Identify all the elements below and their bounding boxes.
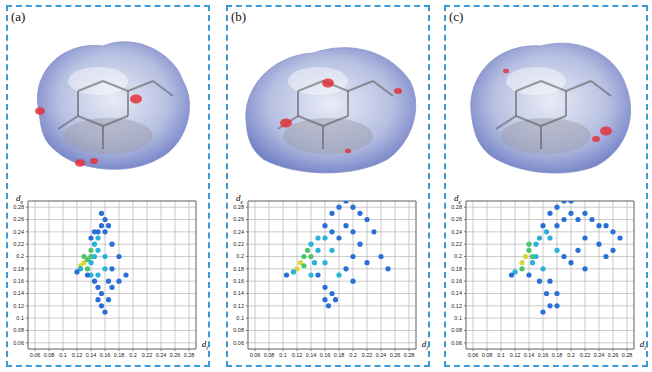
svg-text:0.14: 0.14 [13, 290, 24, 296]
svg-text:0.06: 0.06 [30, 352, 41, 358]
html-text:(b): (b) [231, 9, 247, 24]
svg-text:0.18: 0.18 [13, 266, 24, 272]
svg-text:0.28: 0.28 [451, 204, 462, 210]
svg-text:0.14: 0.14 [306, 352, 317, 358]
svg-text:0.12: 0.12 [510, 352, 521, 358]
svg-text:0.06: 0.06 [468, 352, 479, 358]
html-text:(a): (a) [11, 9, 26, 24]
svg-text:0.06: 0.06 [451, 340, 462, 346]
svg-text:0.22: 0.22 [233, 241, 244, 247]
svg-text:0.14: 0.14 [451, 290, 462, 296]
svg-text:0.2: 0.2 [567, 352, 575, 358]
html-text:di: di [201, 339, 208, 351]
svg-text:0.1: 0.1 [236, 315, 244, 321]
svg-text:0.12: 0.12 [13, 303, 24, 309]
svg-text:0.06: 0.06 [233, 340, 244, 346]
svg-text:0.22: 0.22 [451, 241, 462, 247]
svg-text:0.2: 0.2 [16, 253, 24, 259]
svg-text:0.26: 0.26 [390, 352, 401, 358]
svg-text:0.08: 0.08 [482, 352, 493, 358]
svg-text:0.1: 0.1 [497, 352, 505, 358]
svg-text:0.28: 0.28 [404, 352, 415, 358]
svg-text:0.16: 0.16 [13, 278, 24, 284]
svg-text:0.28: 0.28 [233, 204, 244, 210]
svg-text:0.26: 0.26 [13, 216, 24, 222]
html-text:di: di [639, 339, 646, 351]
html-text:de: de [16, 193, 24, 205]
svg-text:0.18: 0.18 [451, 266, 462, 272]
svg-text:0.16: 0.16 [320, 352, 331, 358]
svg-text:0.18: 0.18 [552, 352, 563, 358]
svg-text:0.28: 0.28 [184, 352, 195, 358]
svg-text:0.26: 0.26 [170, 352, 181, 358]
svg-text:0.24: 0.24 [451, 229, 462, 235]
svg-text:0.08: 0.08 [13, 327, 24, 333]
svg-text:0.12: 0.12 [292, 352, 303, 358]
svg-text:0.18: 0.18 [233, 266, 244, 272]
svg-text:0.2: 0.2 [236, 253, 244, 259]
svg-text:0.1: 0.1 [279, 352, 287, 358]
html-text:de: de [236, 193, 244, 205]
svg-text:0.22: 0.22 [13, 241, 24, 247]
svg-text:0.16: 0.16 [538, 352, 549, 358]
svg-text:0.1: 0.1 [454, 315, 462, 321]
svg-text:0.1: 0.1 [59, 352, 67, 358]
html-text:de: de [454, 193, 462, 205]
svg-text:0.14: 0.14 [86, 352, 97, 358]
svg-text:0.24: 0.24 [376, 352, 387, 358]
svg-text:0.16: 0.16 [451, 278, 462, 284]
html-text:di: di [421, 339, 428, 351]
svg-text:0.12: 0.12 [451, 303, 462, 309]
svg-text:0.24: 0.24 [233, 229, 244, 235]
svg-text:0.2: 0.2 [349, 352, 357, 358]
html-text:(c): (c) [449, 9, 464, 24]
svg-text:0.22: 0.22 [362, 352, 373, 358]
svg-text:0.06: 0.06 [13, 340, 24, 346]
svg-text:0.16: 0.16 [233, 278, 244, 284]
svg-text:0.14: 0.14 [524, 352, 535, 358]
svg-text:0.2: 0.2 [454, 253, 462, 259]
svg-text:0.24: 0.24 [594, 352, 605, 358]
svg-text:0.18: 0.18 [334, 352, 345, 358]
svg-text:0.08: 0.08 [44, 352, 55, 358]
svg-text:0.08: 0.08 [264, 352, 275, 358]
svg-text:0.28: 0.28 [622, 352, 633, 358]
svg-text:0.08: 0.08 [233, 327, 244, 333]
svg-text:0.2: 0.2 [129, 352, 137, 358]
svg-text:0.24: 0.24 [13, 229, 24, 235]
svg-text:0.08: 0.08 [451, 327, 462, 333]
svg-text:0.26: 0.26 [233, 216, 244, 222]
svg-text:0.22: 0.22 [580, 352, 591, 358]
svg-text:0.26: 0.26 [451, 216, 462, 222]
svg-text:0.22: 0.22 [142, 352, 153, 358]
svg-text:0.1: 0.1 [16, 315, 24, 321]
svg-text:0.14: 0.14 [233, 290, 244, 296]
svg-text:0.26: 0.26 [608, 352, 619, 358]
svg-text:0.12: 0.12 [233, 303, 244, 309]
svg-text:0.24: 0.24 [156, 352, 167, 358]
svg-text:0.28: 0.28 [13, 204, 24, 210]
svg-text:0.06: 0.06 [250, 352, 261, 358]
svg-text:0.18: 0.18 [114, 352, 125, 358]
svg-text:0.12: 0.12 [72, 352, 83, 358]
svg-text:0.16: 0.16 [100, 352, 111, 358]
